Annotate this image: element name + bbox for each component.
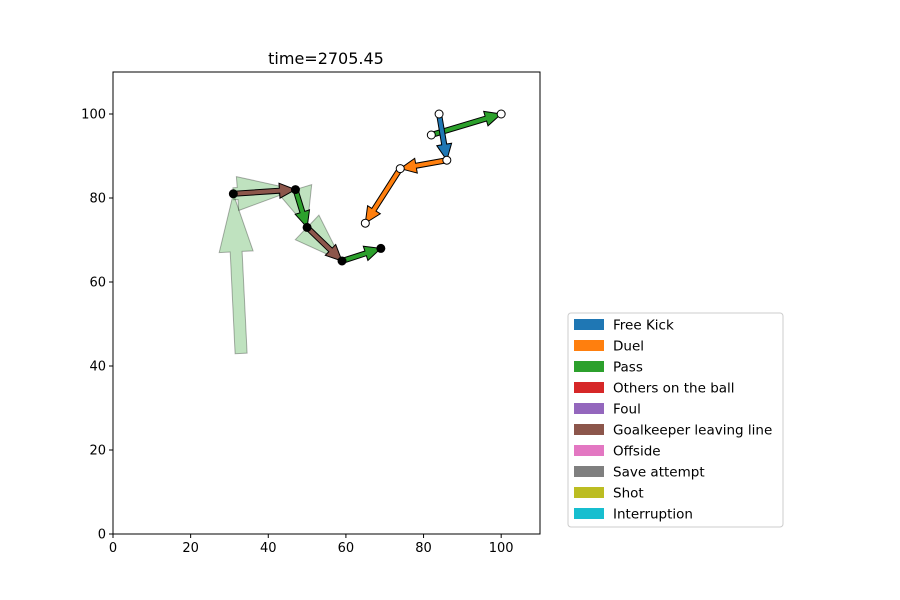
legend-swatch [574,445,604,456]
legend-label: Duel [613,339,644,355]
team-b-point [426,130,436,140]
x-tick-label: 80 [415,541,432,556]
team-a-point [302,222,312,232]
legend-swatch [574,466,604,477]
y-tick-label: 100 [81,108,106,123]
legend-label: Interruption [613,507,693,523]
x-tick-label: 100 [489,541,514,556]
event-arrow [399,157,448,174]
team-a-point [290,185,300,195]
legend-swatch [574,487,604,498]
team-a-point [376,243,386,253]
legend-frame [567,312,784,528]
legend-swatch [574,340,604,351]
event-arrows [232,110,503,265]
legend-label: Free Kick [613,318,674,334]
legend: Free Kick Duel Pass Others on the ball Foul G… [567,312,784,528]
y-tick-label: 40 [89,360,106,375]
event-arrow [435,113,453,162]
x-axis: 0 20 40 60 80 100 [109,534,514,556]
legend-label: Offside [613,444,661,460]
team-b-point [434,109,444,119]
team-a-point [337,256,347,266]
legend-label: Save attempt [613,465,705,481]
event-arrow [340,245,382,265]
y-tick-label: 60 [89,276,106,291]
team-b-point [360,218,370,228]
y-tick-label: 20 [89,444,106,459]
legend-label: Goalkeeper leaving line [613,423,772,439]
y-axis: 0 20 40 60 80 100 [81,108,113,543]
x-tick-label: 60 [338,541,355,556]
legend-swatch [574,361,604,372]
event-arrow [292,188,311,229]
chart-title: time=2705.45 [268,49,384,68]
legend-swatch [574,319,604,330]
event-arrow [364,166,404,225]
team-b-point [496,109,506,119]
legend-label: Foul [613,402,641,418]
y-tick-label: 0 [98,528,106,543]
team-b-point [395,164,405,174]
event-points [228,109,506,266]
event-arrow [232,182,297,200]
legend-label: Others on the ball [613,381,735,397]
faded-event-arrow [218,192,254,355]
event-arrow [304,224,343,262]
x-tick-label: 20 [182,541,199,556]
legend-swatch [574,403,604,414]
legend-swatch [574,382,604,393]
legend-swatch [574,508,604,519]
team-a-point [228,189,238,199]
legend-label: Pass [613,360,643,376]
plot-area [112,71,541,535]
legend-swatch [574,424,604,435]
x-tick-label: 40 [260,541,277,556]
legend-label: Shot [613,486,644,502]
y-tick-label: 80 [89,192,106,207]
team-b-point [442,155,452,165]
x-tick-label: 0 [109,541,117,556]
plot-frame [112,71,541,535]
